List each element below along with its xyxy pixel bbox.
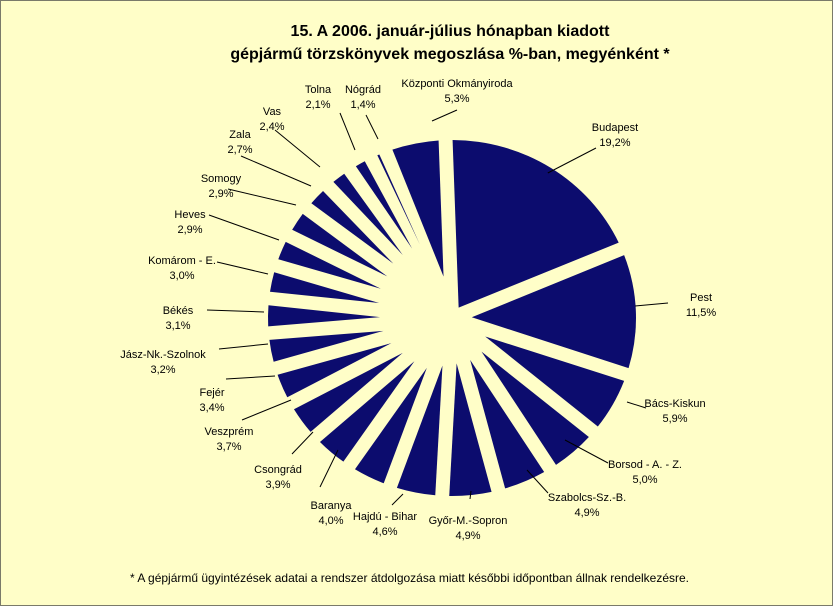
leader-line-fejer	[225, 375, 276, 380]
leader-line-jasz-nk-szolnok	[218, 343, 269, 350]
pie-slice-baranya	[354, 367, 427, 484]
leader-line-csongrad	[291, 431, 314, 455]
slice-label-budapest: Budapest	[592, 122, 638, 134]
slice-value-baranya: 4,0%	[318, 515, 343, 527]
pie-slice-somogy	[292, 213, 388, 277]
slice-value-heves: 2,9%	[177, 224, 202, 236]
slice-label-somogy: Somogy	[201, 173, 242, 185]
leader-line-szabolcs-sz-b	[526, 469, 549, 494]
pie-slice-jasz-nk-szolnok	[269, 330, 384, 362]
slice-value-szabolcs-sz-b: 4,9%	[574, 507, 599, 519]
slice-label-nograd: Nógrád	[345, 84, 381, 96]
leader-line-borsod-a-z	[564, 439, 609, 464]
slice-label-csongrad: Csongrád	[254, 464, 302, 476]
leader-line-baranya	[319, 449, 339, 488]
leader-line-somogy	[227, 188, 297, 206]
leader-line-kozponti-okmanyiroda	[431, 109, 458, 122]
slice-label-heves: Heves	[174, 209, 206, 221]
leader-line-zala	[240, 155, 312, 187]
pie-slice-fejer	[277, 343, 392, 398]
slice-label-kozponti-okmanyiroda: Központi Okmányiroda	[401, 78, 513, 90]
slice-label-veszprem: Veszprém	[205, 426, 254, 438]
pie-slice-heves	[278, 241, 381, 289]
slice-value-jasz-nk-szolnok: 3,2%	[150, 364, 175, 376]
pie-slice-borsod-a-z	[481, 351, 589, 465]
leader-line-budapest	[547, 147, 597, 174]
slice-label-jasz-nk-szolnok: Jász-Nk.-Szolnok	[120, 349, 206, 361]
slice-label-bekes: Békés	[163, 305, 194, 317]
chart-title-line-1: 15. A 2006. január-július hónapban kiado…	[290, 23, 610, 40]
leader-line-tolna	[339, 112, 356, 151]
pie-leader-lines	[206, 109, 669, 506]
chart-title: 15. A 2006. január-július hónapban kiado…	[0, 20, 833, 66]
footnote: * A gépjármű ügyintézések adatai a rends…	[130, 571, 690, 585]
pie-slice-zala	[311, 191, 394, 264]
pie-slice-bacs-kiskun	[485, 336, 625, 427]
slice-label-komarom-e: Komárom - E.	[148, 255, 216, 267]
pie-slice-vas	[333, 173, 403, 255]
slice-value-csongrad: 3,9%	[265, 479, 290, 491]
leader-line-gyor-m-sopron	[469, 490, 472, 500]
chart-title-line-2: gépjármű törzskönyvek megoszlása %-ban, …	[230, 46, 670, 63]
slice-value-veszprem: 3,7%	[216, 441, 241, 453]
pie-slice-komarom-e	[270, 272, 380, 303]
slice-label-szabolcs-sz-b: Szabolcs-Sz.-B.	[548, 492, 626, 504]
slice-label-pest: Pest	[690, 292, 712, 304]
pie-slice-bekes	[267, 305, 381, 327]
slice-value-kozponti-okmanyiroda: 5,3%	[444, 93, 469, 105]
slice-value-komarom-e: 3,0%	[169, 270, 194, 282]
slice-value-bekes: 3,1%	[165, 320, 190, 332]
pie-slice-szabolcs-sz-b	[470, 359, 545, 489]
slice-value-somogy: 2,9%	[208, 188, 233, 200]
pie-slice-veszprem	[293, 352, 403, 432]
slice-value-budapest: 19,2%	[599, 137, 630, 149]
slice-value-gyor-m-sopron: 4,9%	[455, 530, 480, 542]
leader-line-bacs-kiskun	[626, 401, 647, 409]
pie-slice-nograd	[377, 154, 420, 245]
slice-label-bacs-kiskun: Bács-Kiskun	[644, 398, 705, 410]
slice-value-borsod-a-z: 5,0%	[632, 474, 657, 486]
pie-slice-kozponti-okmanyiroda	[392, 140, 444, 277]
pie-slice-gyor-m-sopron	[449, 363, 492, 496]
slice-value-tolna: 2,1%	[305, 99, 330, 111]
pie-slice-budapest	[452, 140, 619, 308]
slice-label-tolna: Tolna	[305, 84, 332, 96]
leader-line-veszprem	[241, 399, 292, 421]
slice-label-vas: Vas	[263, 106, 282, 118]
slice-value-pest: 11,5%	[686, 307, 717, 319]
slice-value-vas: 2,4%	[259, 121, 284, 133]
pie-slice-tolna	[355, 161, 413, 249]
leader-line-bekes	[206, 309, 265, 313]
slice-label-fejer: Fejér	[199, 387, 224, 399]
slice-value-bacs-kiskun: 5,9%	[662, 413, 687, 425]
slice-label-baranya: Baranya	[311, 500, 353, 512]
slice-value-nograd: 1,4%	[350, 99, 375, 111]
slice-label-hajdu-bihar: Hajdú - Bihar	[353, 511, 418, 523]
pie-slices	[267, 140, 637, 496]
slice-value-fejer: 3,4%	[199, 402, 224, 414]
leader-line-heves	[208, 214, 280, 241]
pie-slice-hajdu-bihar	[396, 365, 443, 496]
pie-slice-pest	[471, 255, 637, 369]
slice-label-borsod-a-z: Borsod - A. - Z.	[608, 459, 682, 471]
leader-line-vas	[274, 129, 321, 168]
leader-line-nograd	[365, 114, 379, 140]
pie-slice-csongrad	[319, 361, 415, 462]
leader-line-pest	[634, 302, 669, 307]
slice-value-zala: 2,7%	[227, 144, 252, 156]
slice-label-zala: Zala	[229, 129, 251, 141]
pie-labels: Budapest 19,2% Pest 11,5% Bács-Kiskun 5,9% Bor…	[120, 78, 716, 542]
slice-value-hajdu-bihar: 4,6%	[372, 526, 397, 538]
slice-label-gyor-m-sopron: Győr-M.-Sopron	[429, 515, 508, 527]
leader-line-komarom-e	[216, 261, 269, 275]
leader-line-hajdu-bihar	[391, 493, 404, 506]
